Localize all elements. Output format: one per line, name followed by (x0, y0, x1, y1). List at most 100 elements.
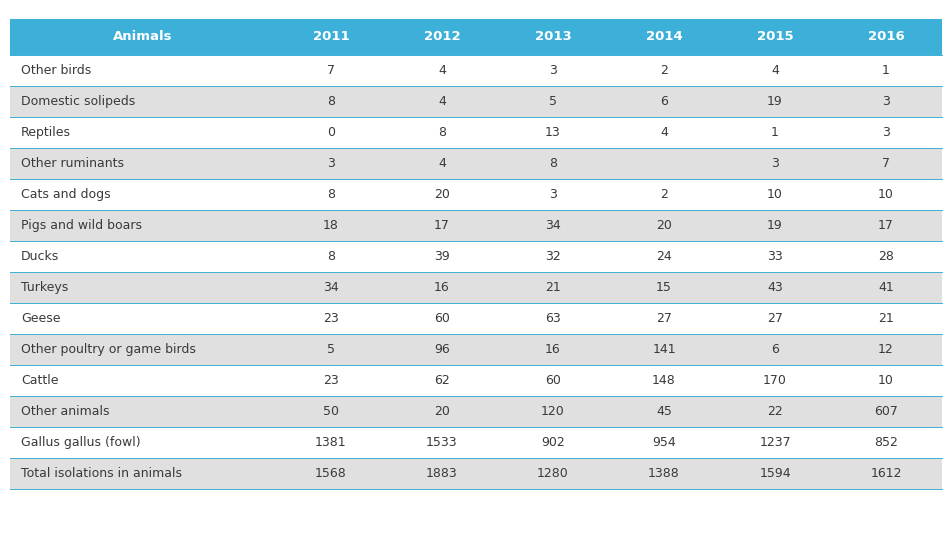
Text: 19: 19 (767, 219, 783, 232)
Text: 2: 2 (660, 64, 668, 77)
Text: 16: 16 (545, 343, 561, 356)
Text: 62: 62 (434, 374, 450, 387)
Text: Other animals: Other animals (21, 405, 109, 418)
Text: 5: 5 (549, 95, 557, 108)
Text: 8: 8 (327, 188, 335, 201)
Text: 23: 23 (323, 312, 339, 325)
Text: Other poultry or game birds: Other poultry or game birds (21, 343, 196, 356)
Text: Cattle: Cattle (21, 374, 58, 387)
Text: 2012: 2012 (424, 30, 460, 43)
Text: 50: 50 (323, 405, 339, 418)
Text: 10: 10 (878, 188, 894, 201)
Text: 21: 21 (878, 312, 894, 325)
Text: 33: 33 (767, 250, 783, 263)
Bar (10, 458, 942, 489)
Text: 3: 3 (549, 188, 557, 201)
Text: 1280: 1280 (537, 467, 569, 480)
Text: 10: 10 (878, 374, 894, 387)
Bar (10, 303, 942, 334)
Text: Ducks: Ducks (21, 250, 59, 263)
Text: 2: 2 (660, 188, 668, 201)
Text: 2014: 2014 (645, 30, 683, 43)
Text: 4: 4 (438, 95, 446, 108)
Bar (10, 179, 942, 210)
Text: 32: 32 (545, 250, 561, 263)
Text: 28: 28 (878, 250, 894, 263)
Bar (10, 19, 942, 55)
Text: 902: 902 (541, 436, 565, 449)
Text: 15: 15 (656, 281, 672, 294)
Text: 19: 19 (767, 95, 783, 108)
Text: 0: 0 (327, 126, 335, 139)
Text: 852: 852 (874, 436, 898, 449)
Text: 8: 8 (327, 95, 335, 108)
Text: 34: 34 (545, 219, 561, 232)
Text: 954: 954 (652, 436, 676, 449)
Text: 96: 96 (434, 343, 450, 356)
Text: 27: 27 (656, 312, 672, 325)
Text: 21: 21 (545, 281, 561, 294)
Text: 17: 17 (434, 219, 450, 232)
Bar (10, 241, 942, 272)
Text: 1: 1 (771, 126, 779, 139)
Text: 41: 41 (878, 281, 894, 294)
Text: 120: 120 (541, 405, 565, 418)
Text: 3: 3 (883, 126, 890, 139)
Text: 6: 6 (771, 343, 779, 356)
Bar (10, 272, 942, 303)
Text: 7: 7 (327, 64, 335, 77)
Text: 43: 43 (767, 281, 783, 294)
Text: 607: 607 (874, 405, 898, 418)
Text: 3: 3 (883, 95, 890, 108)
Text: 7: 7 (883, 157, 890, 170)
Text: 3: 3 (549, 64, 557, 77)
Text: 1388: 1388 (648, 467, 680, 480)
Text: Gallus gallus (fowl): Gallus gallus (fowl) (21, 436, 141, 449)
Text: Pigs and wild boars: Pigs and wild boars (21, 219, 142, 232)
Text: 4: 4 (438, 64, 446, 77)
Bar (10, 396, 942, 427)
Bar (10, 427, 942, 458)
Text: 2016: 2016 (867, 30, 904, 43)
Text: 12: 12 (878, 343, 894, 356)
Text: 23: 23 (323, 374, 339, 387)
Text: 1594: 1594 (759, 467, 791, 480)
Text: Other ruminants: Other ruminants (21, 157, 124, 170)
Text: 8: 8 (549, 157, 557, 170)
Text: 2011: 2011 (312, 30, 349, 43)
Text: 34: 34 (323, 281, 339, 294)
Text: 1568: 1568 (315, 467, 347, 480)
Text: 1883: 1883 (426, 467, 458, 480)
Text: 4: 4 (660, 126, 668, 139)
Text: 141: 141 (652, 343, 676, 356)
Bar (10, 365, 942, 396)
Text: 1381: 1381 (315, 436, 347, 449)
Text: 60: 60 (545, 374, 561, 387)
Text: 24: 24 (656, 250, 672, 263)
Text: Other birds: Other birds (21, 64, 91, 77)
Text: Reptiles: Reptiles (21, 126, 71, 139)
Text: 4: 4 (771, 64, 779, 77)
Text: 148: 148 (652, 374, 676, 387)
Text: 27: 27 (767, 312, 783, 325)
Text: 8: 8 (327, 250, 335, 263)
Bar (10, 117, 942, 148)
Text: 6: 6 (660, 95, 668, 108)
Text: 2015: 2015 (757, 30, 793, 43)
Text: 2013: 2013 (535, 30, 571, 43)
Text: 45: 45 (656, 405, 672, 418)
Text: Geese: Geese (21, 312, 60, 325)
Text: 8: 8 (438, 126, 446, 139)
Text: 1533: 1533 (426, 436, 458, 449)
Text: 18: 18 (323, 219, 339, 232)
Bar (10, 148, 942, 179)
Text: 16: 16 (434, 281, 450, 294)
Text: Cats and dogs: Cats and dogs (21, 188, 110, 201)
Text: 3: 3 (771, 157, 779, 170)
Text: Animals: Animals (112, 30, 172, 43)
Text: 20: 20 (434, 405, 450, 418)
Bar (10, 210, 942, 241)
Text: 1612: 1612 (870, 467, 902, 480)
Bar (10, 55, 942, 86)
Text: 20: 20 (434, 188, 450, 201)
